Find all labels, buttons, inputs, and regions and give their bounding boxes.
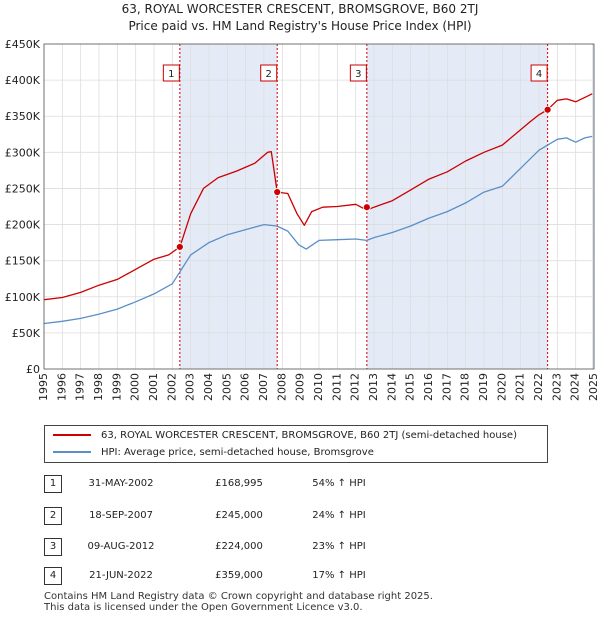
sale-hpi-change: 23% ↑ HPI xyxy=(312,541,366,552)
x-tick-label: 2021 xyxy=(514,373,527,401)
forecast-band xyxy=(592,44,594,369)
x-tick-label: 2007 xyxy=(257,373,270,401)
sale-price: £359,000 xyxy=(215,570,263,581)
y-tick-label: £300K xyxy=(5,146,41,159)
footer: Contains HM Land Registry data © Crown c… xyxy=(44,591,433,613)
hpi-series-line xyxy=(43,135,593,325)
x-tick-label: 2000 xyxy=(129,373,142,401)
sale-hpi-change: 17% ↑ HPI xyxy=(312,570,366,581)
sale-hpi-change: 54% ↑ HPI xyxy=(312,478,366,489)
legend-swatch-red xyxy=(53,434,91,436)
sale-point xyxy=(362,203,371,212)
sale-label-number: 2 xyxy=(266,69,272,80)
x-tick-label: 2011 xyxy=(330,373,343,401)
x-tick-label: 2024 xyxy=(569,373,582,401)
x-tick-label: 2017 xyxy=(440,373,453,401)
x-tick-label: 2006 xyxy=(239,373,252,401)
price-chart: 1 2 3 4 £0 £50K £100K £150K £200K £250K £300K £350K… xyxy=(5,38,600,401)
sale-badge: 1 xyxy=(44,475,62,493)
chart-title-line-2: Price paid vs. HM Land Registry's House … xyxy=(128,19,472,33)
sale-label-number: 4 xyxy=(536,69,542,80)
x-tick-label: 2001 xyxy=(147,373,160,401)
sale-badge: 3 xyxy=(44,538,62,556)
sale-price: £245,000 xyxy=(215,510,263,521)
y-tick-label: £250K xyxy=(5,182,41,195)
y-tick-label: £150K xyxy=(5,255,41,268)
x-tick-label: 2020 xyxy=(495,373,508,401)
sale-date: 09-AUG-2012 xyxy=(87,541,155,552)
x-tick-label: 2009 xyxy=(294,373,307,401)
x-tick-label: 2023 xyxy=(550,373,563,401)
sale-point xyxy=(273,188,282,196)
sale-date: 21-JUN-2022 xyxy=(89,570,153,581)
x-tick-label: 2012 xyxy=(349,373,362,401)
legend-label-hpi: HPI: Average price, semi-detached house,… xyxy=(101,447,374,458)
sale-price: £168,995 xyxy=(215,478,263,489)
footer-licence: This data is licensed under the Open Gov… xyxy=(44,602,363,613)
sale-badge: 2 xyxy=(44,507,62,525)
y-tick-label: £0 xyxy=(26,363,40,376)
property-series-line xyxy=(43,93,593,301)
plot-border xyxy=(43,43,595,370)
sale-label-box xyxy=(260,64,278,82)
x-tick-label: 2004 xyxy=(202,373,215,401)
sale-date: 31-MAY-2002 xyxy=(88,478,154,489)
sale-point xyxy=(543,105,552,114)
x-tick-label: 2016 xyxy=(422,373,435,401)
x-tick-label: 1995 xyxy=(37,373,50,401)
sale-label-box xyxy=(530,64,548,82)
x-tick-label: 2005 xyxy=(220,373,233,401)
y-tick-label: £350K xyxy=(5,110,41,123)
x-tick-label: 2019 xyxy=(477,373,490,401)
sale-label-box xyxy=(162,64,180,82)
x-tick-label: 1998 xyxy=(92,373,105,401)
sale-point xyxy=(175,243,184,251)
legend-item-property: 63, ROYAL WORCESTER CRESCENT, BROMSGROVE… xyxy=(53,427,517,445)
x-tick-label: 2008 xyxy=(275,373,288,401)
x-tick-label: 2022 xyxy=(532,373,545,401)
x-tick-label: 2015 xyxy=(404,373,417,401)
sale-band xyxy=(179,44,278,369)
y-tick-label: £400K xyxy=(5,74,41,87)
sale-hpi-change: 24% ↑ HPI xyxy=(312,510,366,521)
sale-label-number: 3 xyxy=(355,69,361,80)
x-tick-label: 2013 xyxy=(367,373,380,401)
footer-copyright: Contains HM Land Registry data © Crown c… xyxy=(44,591,433,602)
sale-label-number: 1 xyxy=(168,69,174,80)
sale-date: 18-SEP-2007 xyxy=(89,510,153,521)
chart-title-line-1: 63, ROYAL WORCESTER CRESCENT, BROMSGROVE… xyxy=(121,2,479,16)
x-tick-label: 2014 xyxy=(385,373,398,401)
sale-price: £224,000 xyxy=(215,541,263,552)
x-tick-label: 2025 xyxy=(587,373,600,401)
x-tick-label: 1999 xyxy=(110,373,123,401)
legend: 63, ROYAL WORCESTER CRESCENT, BROMSGROVE… xyxy=(44,425,548,463)
legend-swatch-blue xyxy=(53,451,91,453)
legend-item-hpi: HPI: Average price, semi-detached house,… xyxy=(53,444,374,462)
y-tick-label: £50K xyxy=(12,327,41,340)
x-tick-label: 2003 xyxy=(184,373,197,401)
x-tick-label: 1996 xyxy=(55,373,68,401)
sale-badge: 4 xyxy=(44,567,62,585)
x-tick-label: 1997 xyxy=(74,373,87,401)
sale-label-box xyxy=(349,64,367,82)
y-tick-label: £450K xyxy=(5,38,41,51)
chart-title: 63, ROYAL WORCESTER CRESCENT, BROMSGROVE… xyxy=(0,1,600,35)
y-tick-label: £100K xyxy=(5,291,41,304)
x-tick-label: 2002 xyxy=(165,373,178,401)
legend-label-property: 63, ROYAL WORCESTER CRESCENT, BROMSGROVE… xyxy=(101,430,517,441)
x-tick-label: 2010 xyxy=(312,373,325,401)
y-tick-label: £200K xyxy=(5,219,41,232)
x-tick-label: 2018 xyxy=(459,373,472,401)
